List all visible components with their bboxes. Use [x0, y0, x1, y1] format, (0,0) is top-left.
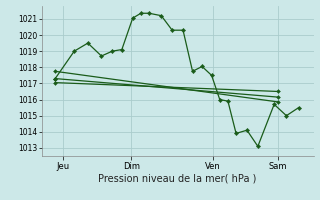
X-axis label: Pression niveau de la mer( hPa ): Pression niveau de la mer( hPa )	[99, 173, 257, 183]
